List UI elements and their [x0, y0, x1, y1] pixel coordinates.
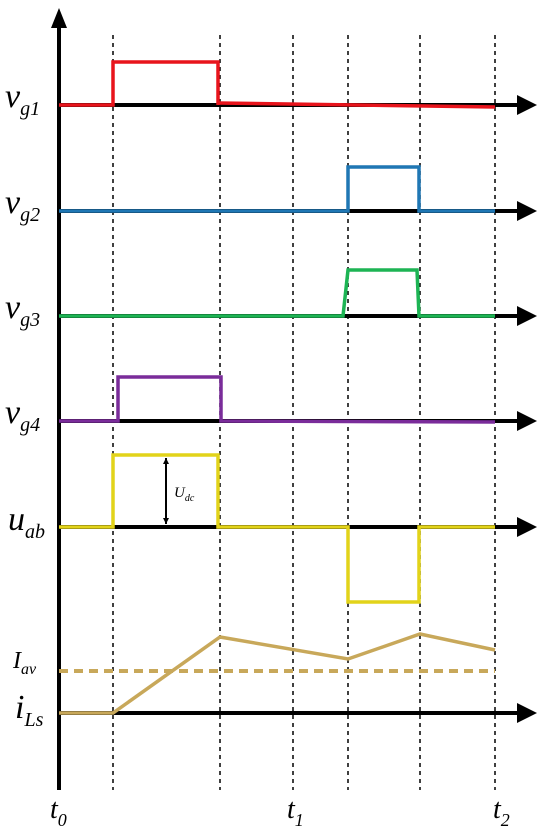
time-labels: t0 t1 t2	[50, 794, 510, 830]
vertical-axis-arrow-icon	[51, 8, 67, 28]
waveform-vg1-tail	[217, 101, 496, 109]
waveform-vg1	[59, 60, 220, 107]
signal-row-vg2: vg2	[5, 165, 537, 226]
signal-label: uab	[8, 501, 45, 543]
signal-label: vg2	[5, 184, 40, 226]
axis-arrow-icon	[517, 306, 537, 326]
signal-row-vg1: vg1	[5, 60, 537, 120]
iav-label: Iav	[12, 648, 37, 678]
axis-arrow-icon	[517, 95, 537, 115]
signal-label: iLs	[15, 689, 44, 731]
waveform-vg4	[59, 375, 496, 424]
axis-arrow-icon	[517, 411, 537, 431]
udc-label: Udc	[174, 485, 195, 504]
time-label-t1: t1	[287, 794, 304, 830]
axis-arrow-icon	[517, 517, 537, 537]
signal-row-iLs: Iav iLs	[12, 632, 537, 731]
time-label-t0: t0	[50, 794, 67, 830]
signal-row-vg4: vg4	[5, 375, 537, 436]
signal-label: vg4	[5, 394, 40, 436]
waveform-iLs	[59, 632, 496, 715]
time-label-t2: t2	[493, 794, 510, 830]
waveform-vg2	[59, 165, 495, 213]
axis-arrow-icon	[517, 201, 537, 221]
time-marker-lines	[112, 35, 496, 790]
signal-label: vg3	[5, 289, 40, 331]
signal-row-vg3: vg3	[5, 268, 537, 331]
waveform-vg3	[59, 268, 495, 318]
signal-label: vg1	[5, 78, 40, 120]
axis-arrow-icon	[517, 703, 537, 723]
signal-row-uab: Udc uab	[8, 453, 537, 604]
waveform-uab	[59, 453, 495, 604]
